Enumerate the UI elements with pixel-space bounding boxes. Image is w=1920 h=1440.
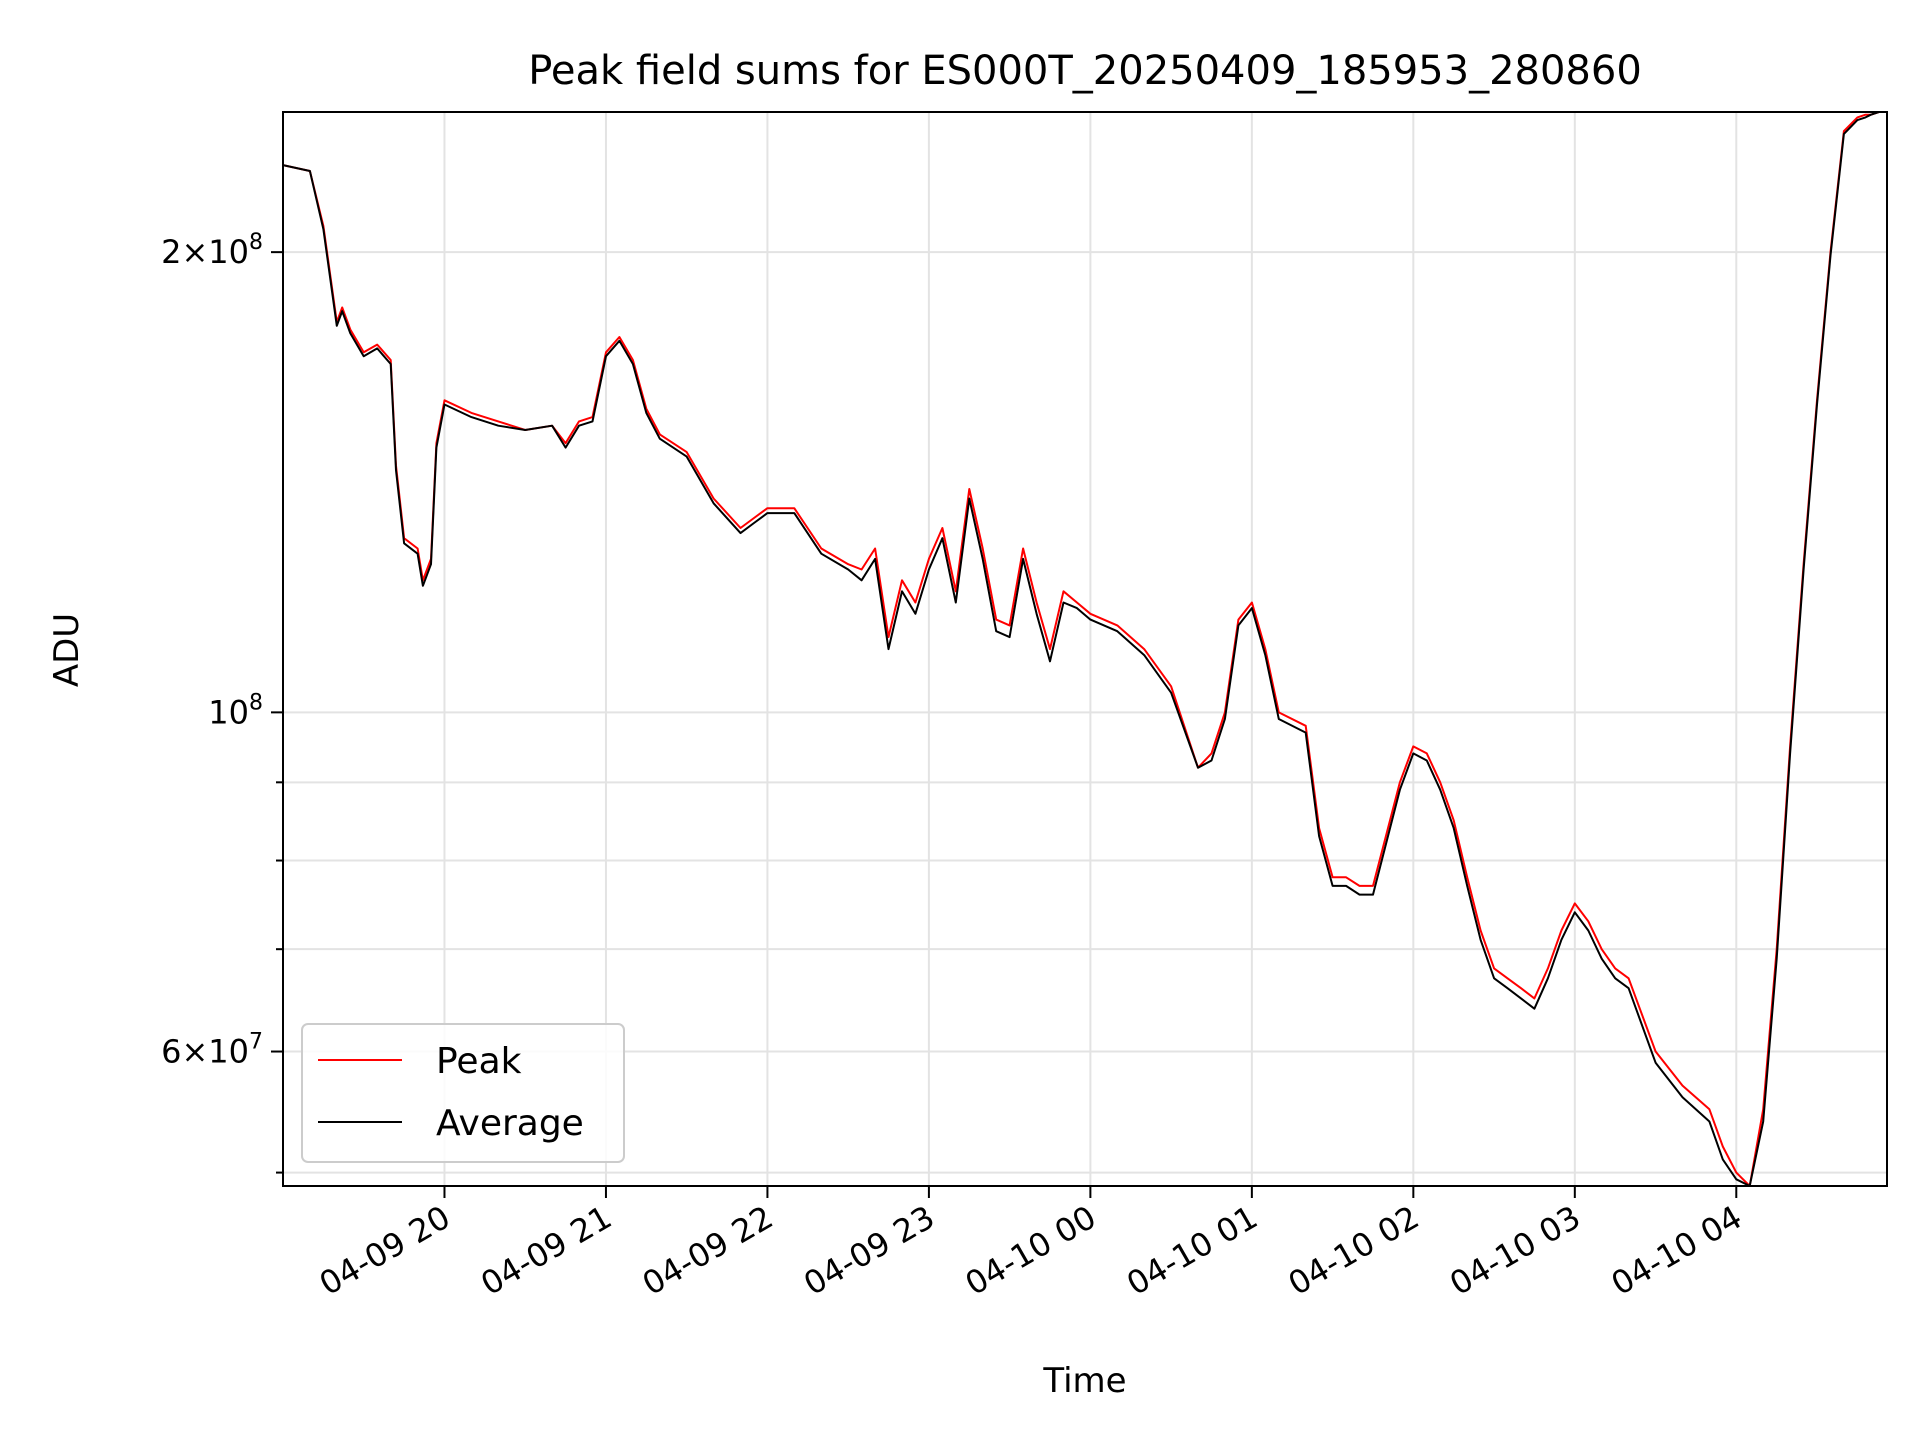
series-lines — [282, 111, 1880, 1187]
legend-label-peak: Peak — [436, 1041, 522, 1082]
y-tick-label: 6×107 — [161, 1030, 263, 1071]
y-axis-label: ADU — [47, 613, 87, 687]
x-axis-label: Time — [1042, 1361, 1126, 1401]
y-tick-label: 2×108 — [161, 230, 263, 271]
legend: Peak Average — [301, 1023, 625, 1163]
grid — [283, 112, 1887, 1186]
chart-title: Peak field sums for ES000T_20250409_1859… — [528, 48, 1642, 94]
legend-box — [301, 1023, 625, 1163]
y-tick-label: 108 — [208, 690, 263, 731]
plot-frame — [282, 111, 1888, 1187]
legend-label-average: Average — [436, 1103, 584, 1144]
series-line-peak — [282, 111, 1880, 1187]
series-line-average — [282, 111, 1880, 1187]
